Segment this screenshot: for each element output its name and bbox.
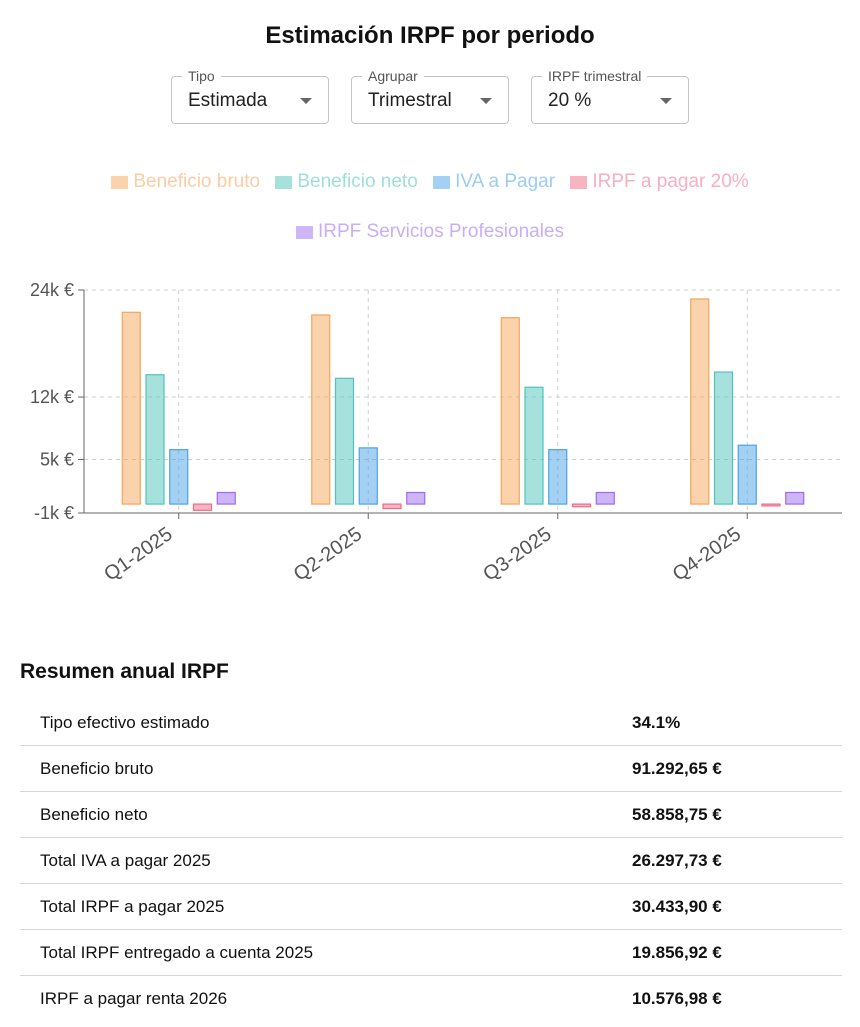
- legend-label: IRPF a pagar 20%: [592, 171, 749, 192]
- legend-item-beneficio-bruto[interactable]: Beneficio bruto: [111, 171, 260, 193]
- irpf-trimestral-select[interactable]: IRPF trimestral 20 %: [531, 68, 689, 124]
- summary-title: Resumen anual IRPF: [20, 660, 229, 683]
- tipo-select-label: Tipo: [182, 68, 221, 84]
- summary-label: Total IVA a pagar 2025: [20, 837, 632, 884]
- table-row: Total IVA a pagar 2025 26.297,73 €: [20, 837, 842, 884]
- summary-label: Tipo efectivo estimado: [20, 700, 632, 746]
- legend-swatch: [433, 175, 451, 189]
- summary-value: 19.856,92 €: [632, 929, 842, 976]
- agrupar-select-value: Trimestral: [368, 90, 452, 111]
- bar: [595, 491, 615, 505]
- legend-swatch: [570, 175, 588, 189]
- x-tick-label: Q3-2025: [479, 523, 555, 586]
- table-row: Tipo efectivo estimado 34.1%: [20, 700, 842, 746]
- summary-label: IRPF a pagar renta 2026: [40, 988, 228, 1008]
- summary-label: Beneficio bruto: [20, 745, 632, 792]
- summary-value: 91.292,65 €: [632, 745, 842, 792]
- summary-value: 10.576,98 €: [632, 988, 722, 1008]
- bar: [737, 444, 757, 505]
- summary-value: 30.433,90 €: [632, 883, 842, 930]
- bar: [548, 449, 568, 505]
- table-row: Total IRPF a pagar 2025 30.433,90 €: [20, 883, 842, 930]
- bar: [761, 503, 781, 507]
- bar: [334, 377, 355, 505]
- x-tick-label: Q1-2025: [100, 523, 176, 586]
- page-title: Estimación IRPF por periodo: [265, 22, 595, 49]
- summary-value: 26.297,73 €: [632, 837, 842, 884]
- legend-item-iva-a-pagar[interactable]: IVA a Pagar: [433, 171, 555, 193]
- bar: [216, 491, 236, 505]
- chevron-down-icon: [300, 98, 312, 104]
- summary-table: Tipo efectivo estimado 34.1% Beneficio b…: [20, 700, 842, 1021]
- legend-item-irpf-a-pagar[interactable]: IRPF a pagar 20%: [570, 171, 749, 193]
- summary-label: Total IRPF entregado a cuenta 2025: [20, 929, 632, 976]
- table-row: Total IRPF entregado a cuenta 2025 19.85…: [20, 929, 842, 976]
- tipo-select[interactable]: Tipo Estimada: [171, 68, 329, 124]
- summary-value: 58.858,75 €: [632, 791, 842, 838]
- agrupar-select-label: Agrupar: [362, 68, 424, 84]
- bar: [690, 298, 710, 505]
- bar: [169, 449, 189, 505]
- bar: [571, 503, 592, 508]
- chevron-down-icon: [660, 98, 672, 104]
- chart-legend-row-2: IRPF Servicios Profesionales: [0, 221, 860, 245]
- legend-item-beneficio-neto[interactable]: Beneficio neto: [275, 171, 418, 193]
- chevron-down-icon: [480, 98, 492, 104]
- legend-label: Beneficio bruto: [133, 171, 261, 192]
- table-row: Beneficio neto 58.858,75 €: [20, 791, 842, 838]
- bar: [406, 491, 426, 505]
- irpf-trimestral-select-value: 20 %: [548, 90, 592, 111]
- y-tick-label: -1k €: [34, 503, 74, 523]
- legend-label: IRPF Servicios Profesionales: [317, 221, 565, 242]
- legend-label: IVA a Pagar: [455, 171, 556, 192]
- legend-swatch: [295, 225, 313, 239]
- y-tick-label: 5k €: [40, 449, 74, 469]
- y-tick-label: 12k €: [30, 387, 74, 407]
- summary-label: Total IRPF a pagar 2025: [20, 883, 632, 930]
- bar: [121, 311, 141, 505]
- legend-swatch: [275, 175, 293, 189]
- bar-chart: 24k € 12k € 5k € -1k € Q1-2025 Q2-2025 Q3-2025…: [30, 280, 842, 586]
- bar: [358, 447, 378, 505]
- bar: [192, 503, 213, 511]
- legend-swatch: [111, 175, 129, 189]
- tipo-select-value: Estimada: [188, 90, 268, 111]
- bar: [500, 317, 520, 505]
- summary-value: 34.1%: [632, 700, 842, 746]
- table-row: IRPF a pagar renta 2026 10.576,98 €: [20, 976, 842, 1022]
- summary-label: Beneficio neto: [20, 791, 632, 838]
- bar: [311, 314, 331, 505]
- bar: [382, 503, 402, 510]
- bar: [145, 374, 165, 505]
- x-tick-label: Q2-2025: [290, 523, 366, 586]
- x-tick-label: Q4-2025: [669, 523, 745, 586]
- bar: [785, 491, 805, 505]
- agrupar-select[interactable]: Agrupar Trimestral: [351, 68, 509, 124]
- legend-item-irpf-servicios-profesionales[interactable]: IRPF Servicios Profesionales: [295, 221, 565, 243]
- irpf-trimestral-select-label: IRPF trimestral: [542, 68, 648, 84]
- table-row: Beneficio bruto 91.292,65 €: [20, 745, 842, 792]
- bar: [713, 371, 734, 505]
- chart-legend-row-1: Beneficio bruto Beneficio neto IVA a Pag…: [0, 171, 860, 195]
- bar: [524, 386, 544, 505]
- y-tick-label: 24k €: [30, 280, 74, 300]
- legend-label: Beneficio neto: [297, 171, 418, 192]
